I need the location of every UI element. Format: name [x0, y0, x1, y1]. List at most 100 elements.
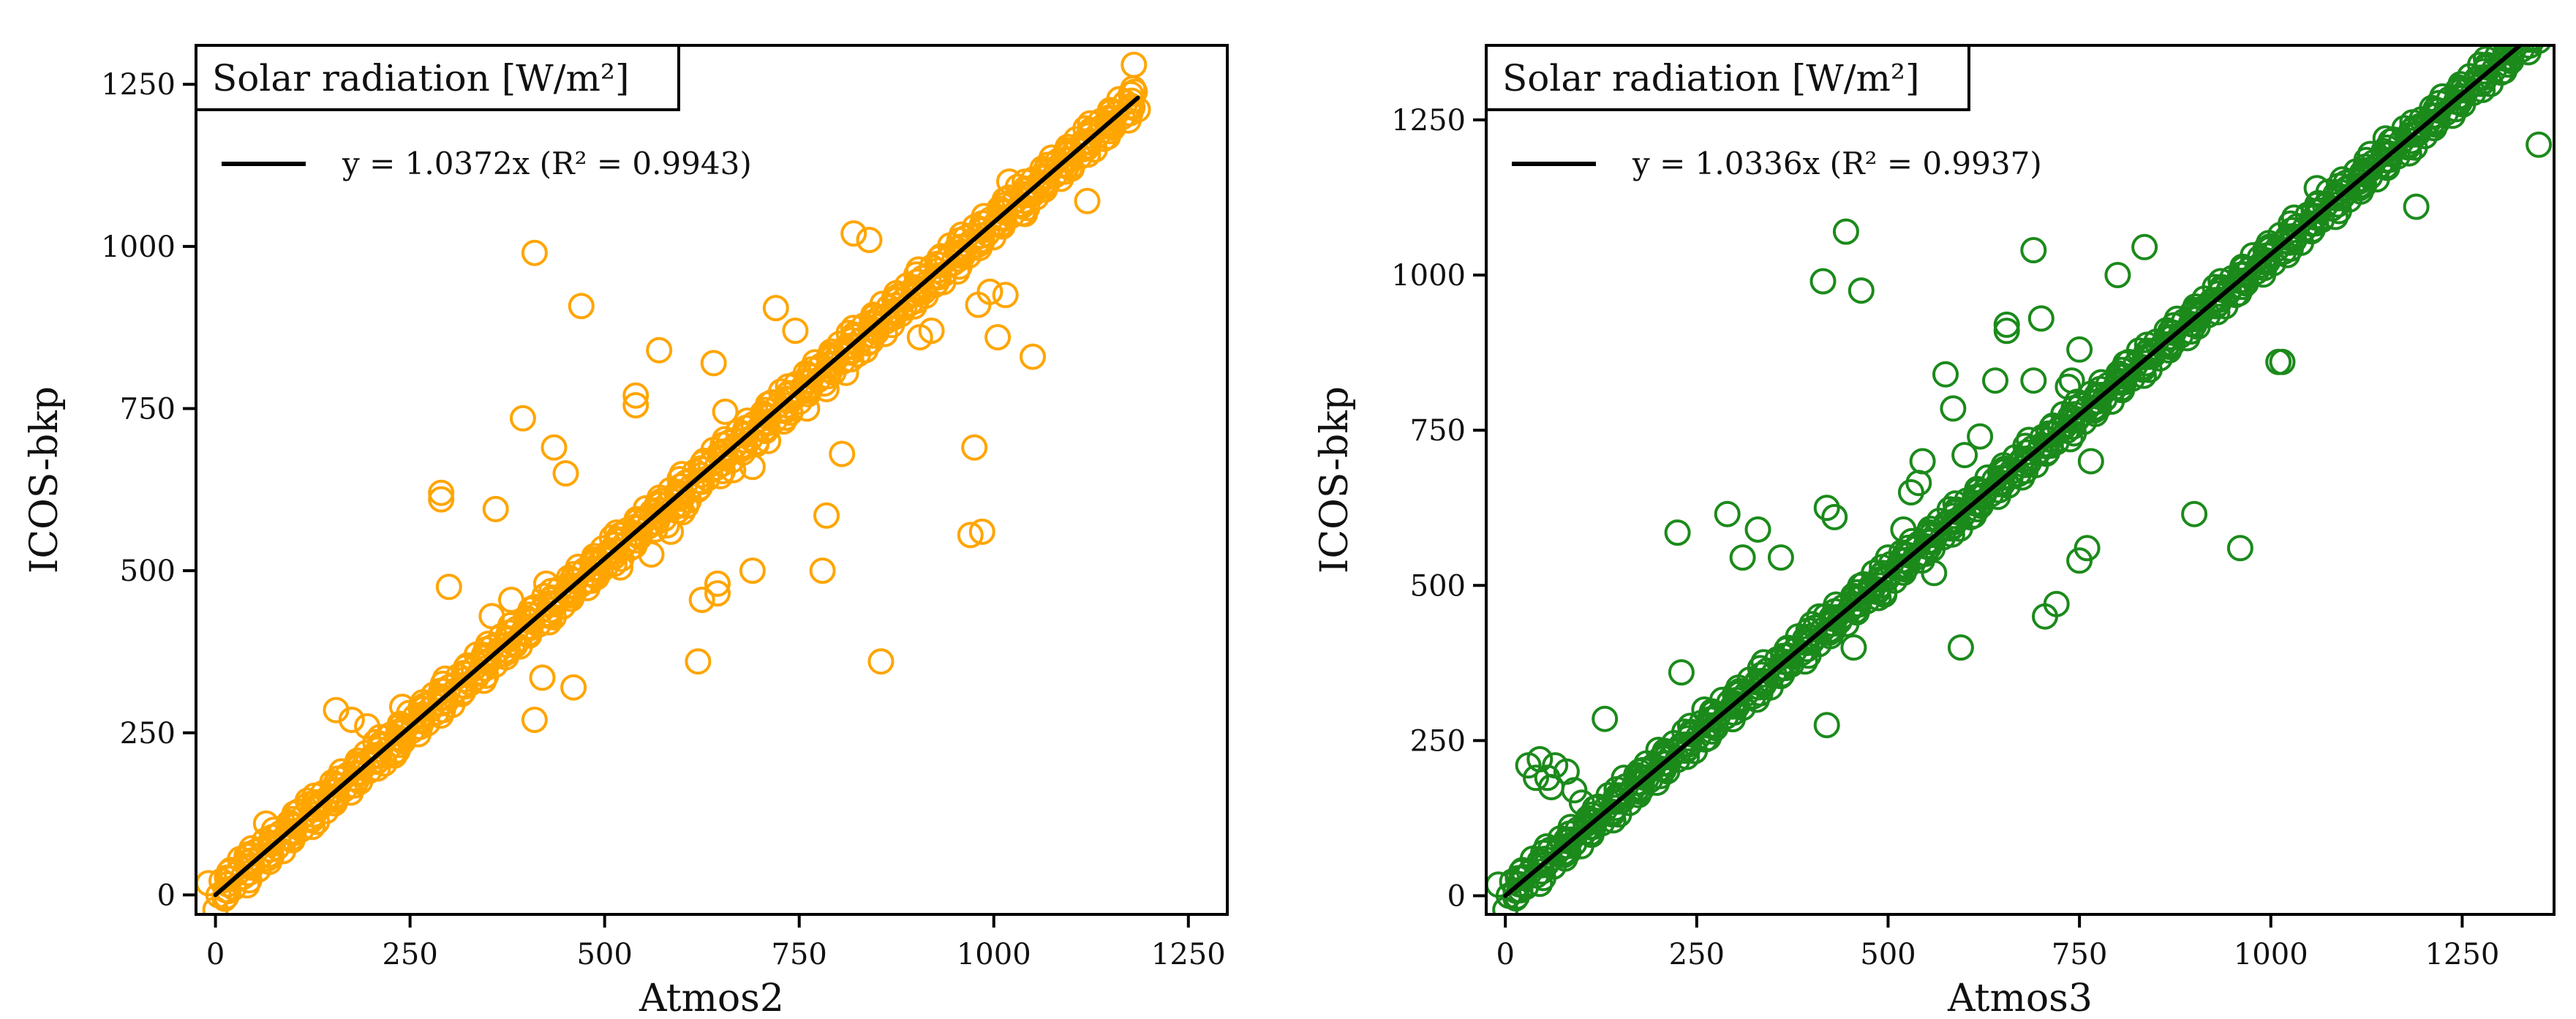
scatter-point-left-1: [568, 293, 595, 320]
scatter-point-right-505: [2184, 305, 2211, 332]
scatter-point-left-210: [366, 742, 393, 770]
plot-frame-left: [195, 44, 1229, 916]
chart-title-right: Solar radiation [W/m²]: [1502, 57, 1919, 99]
title-box-left: Solar radiation [W/m²]: [195, 44, 680, 111]
y-axis-label-right: ICOS-bkp: [1313, 386, 1357, 574]
scatter-point-left-9: [521, 707, 548, 733]
fit-line-left: [213, 95, 1140, 898]
scatter-point-left-31: [856, 227, 883, 253]
scatter-point-left-26: [685, 648, 712, 675]
scatter-point-left-3: [428, 486, 455, 513]
scatter-point-left-13: [622, 392, 649, 418]
scatter-point-left-20: [762, 295, 789, 322]
scatter-point-left-23: [704, 580, 731, 607]
x-tick-label-right-500: 500: [1860, 938, 1916, 971]
x-tick-label-right-1250: 1250: [2425, 938, 2500, 971]
scatter-point-right-31: [2043, 590, 2070, 617]
y-tick-label-right-1250: 1250: [1391, 104, 1466, 138]
title-box-right: Solar radiation [W/m²]: [1485, 44, 1970, 111]
scatter-point-right-515: [2206, 286, 2233, 313]
scatter-point-left-2: [428, 479, 455, 506]
scatter-point-right-52: [2526, 131, 2553, 158]
scatter-point-right-351: [1919, 527, 1946, 554]
scatter-point-left-508: [819, 351, 846, 378]
x-tick-label-right-750: 750: [2052, 938, 2107, 971]
scatter-point-right-26: [1993, 311, 2020, 338]
scatter-point-right-54: [1523, 764, 1549, 791]
scatter-point-left-38: [968, 518, 995, 545]
scatter-point-left-364: [603, 538, 630, 565]
legend-label-left: y = 1.0372x (R² = 0.9943): [342, 146, 752, 181]
scatter-point-right-27: [2020, 237, 2047, 263]
scatter-point-right-3: [1714, 500, 1741, 527]
scatter-point-left-28: [813, 502, 840, 529]
scatter-point-left-36: [961, 434, 988, 461]
scatter-point-right-37: [2077, 448, 2104, 475]
scatter-point-left-5: [435, 574, 462, 601]
chart-title-left: Solar radiation [W/m²]: [212, 57, 629, 99]
plot-frame-right: [1485, 44, 2556, 916]
legend-label-right: y = 1.0336x (R² = 0.9937): [1632, 146, 2042, 181]
scatter-point-right-34: [2066, 336, 2093, 363]
scatter-point-right-42: [2226, 535, 2253, 562]
scatter-point-right-25: [1993, 317, 2020, 345]
scatter-point-left-41: [992, 282, 1019, 309]
x-tick-label-left-750: 750: [772, 938, 827, 971]
y-tick-label-right-750: 750: [1410, 414, 1466, 448]
scatter-point-left-10: [529, 664, 556, 691]
x-tick-label-left-250: 250: [382, 938, 437, 971]
scatter-point-left-14: [646, 336, 673, 364]
scatter-point-right-5: [1668, 659, 1695, 686]
scatter-point-right-2: [1848, 277, 1875, 304]
scatter-point-right-36: [2074, 535, 2101, 562]
scatter-point-right-698: [2526, 45, 2551, 54]
scatter-point-right-24: [1982, 367, 2008, 394]
scatter-point-right-690: [2516, 45, 2534, 49]
scatter-point-right-7: [1744, 516, 1771, 543]
scatter-point-left-30: [840, 220, 867, 247]
y-tick-label-right-0: 0: [1447, 880, 1466, 914]
scatter-point-left-6: [509, 405, 536, 432]
scatter-point-right-6: [1729, 544, 1756, 571]
scatter-point-right-29: [2027, 305, 2055, 332]
scatter-point-right-659: [2449, 83, 2477, 110]
scatter-point-left-29: [829, 440, 856, 467]
ticks-left: 0 250 500 750 1000 1250 0 250 500 750 1000 1250: [101, 68, 1225, 971]
scatter-point-left-47: [1121, 51, 1148, 78]
scatter-point-left-8: [552, 460, 579, 487]
scatter-point-right-1: [1809, 268, 1837, 295]
scatter-point-left-200: [346, 761, 372, 788]
scatter-point-right-96: [1897, 479, 1924, 505]
scatter-point-right-13: [1840, 634, 1867, 661]
y-tick-label-left-1000: 1000: [101, 230, 176, 264]
scatter-point-right-38: [2104, 262, 2131, 288]
x-tick-label-right-1000: 1000: [2234, 938, 2308, 971]
scatter-point-right-10: [1821, 503, 1848, 530]
x-tick-label-right-250: 250: [1669, 938, 1725, 971]
y-tick-label-right-250: 250: [1410, 724, 1466, 758]
scatter-point-right-0: [1832, 218, 1859, 245]
scatter-point-left-21: [782, 317, 809, 345]
scatter-point-right-23: [1967, 423, 1994, 450]
scatter-point-right-21: [1951, 442, 1978, 469]
scatter-point-right-693: [2519, 15, 2542, 39]
x-tick-label-left-0: 0: [206, 938, 225, 971]
scatter-points-left: [196, 51, 1151, 914]
scatter-point-left-0: [521, 239, 548, 266]
scatter-point-left-22: [688, 587, 715, 613]
x-tick-label-left-500: 500: [576, 938, 632, 971]
scatter-point-left-52: [338, 707, 365, 733]
x-tick-label-right-0: 0: [1496, 938, 1514, 971]
y-tick-label-right-500: 500: [1410, 569, 1466, 603]
scatter-point-left-518: [839, 334, 866, 361]
scatter-point-right-20: [1940, 395, 1967, 422]
chart-right: 0 250 500 750 1000 1250 0 250 500 750 1000 1250 Sol…: [1313, 15, 2556, 1019]
y-tick-label-right-1000: 1000: [1391, 259, 1466, 293]
fit-line-right: [1503, 45, 2524, 898]
y-tick-label-left-1250: 1250: [101, 68, 176, 102]
scatter-point-right-207: [1676, 731, 1703, 758]
scatter-point-left-35: [918, 317, 945, 345]
scatter-point-left-40: [1020, 343, 1046, 370]
scatter-point-right-49: [2403, 193, 2430, 220]
